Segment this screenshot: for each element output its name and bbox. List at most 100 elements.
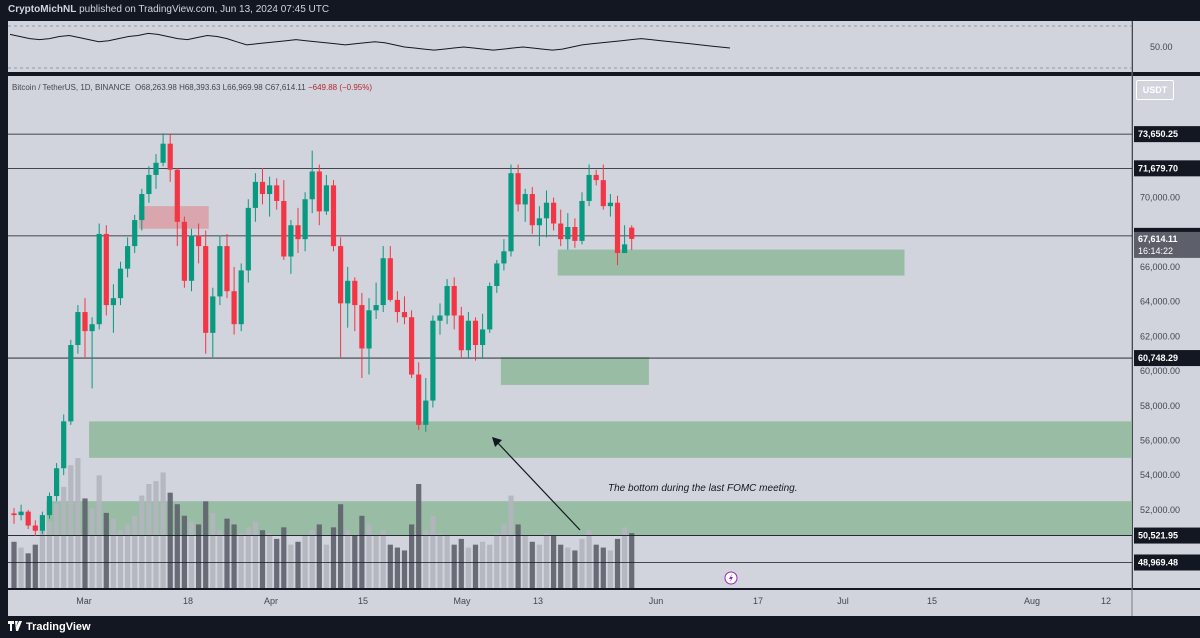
time-axis — [8, 590, 1200, 616]
volume-bar — [217, 530, 223, 588]
volume-bar — [401, 550, 408, 588]
volume-bar — [245, 527, 251, 588]
volume-bar — [394, 547, 400, 588]
candle-body — [600, 180, 606, 207]
publish-info: published on TradingView.com, Jun 13, 20… — [76, 4, 330, 15]
candle-body — [61, 421, 67, 469]
volume-layer — [11, 458, 635, 588]
volume-bar — [160, 472, 166, 588]
volume-bar — [572, 550, 578, 588]
volume-bar — [501, 524, 507, 588]
candle-body — [579, 200, 585, 241]
candle-body — [75, 312, 81, 346]
candle-body — [54, 468, 60, 497]
volume-bar — [224, 518, 230, 588]
candle-body — [359, 305, 365, 349]
candle-body — [160, 143, 166, 163]
current-price-tag — [1134, 231, 1200, 258]
volume-bar — [458, 538, 464, 588]
volume-bar — [139, 495, 145, 588]
volume-bar — [359, 515, 365, 588]
volume-bar — [508, 495, 514, 588]
candle-body — [181, 221, 187, 281]
candle-body — [68, 345, 74, 422]
x-tick-label: Aug — [1024, 596, 1040, 606]
y-tick-label: 54,000.00 — [1140, 470, 1180, 480]
volume-bar — [373, 536, 379, 588]
y-tick-label: 64,000.00 — [1140, 297, 1180, 307]
volume-bar — [380, 530, 386, 588]
candle-body — [373, 305, 379, 311]
candle-body — [309, 171, 315, 200]
candle-body — [465, 320, 471, 351]
volume-bar — [472, 544, 479, 588]
y-tick-label: 58,000.00 — [1140, 401, 1180, 411]
candle-body — [593, 174, 599, 181]
candle-body — [238, 270, 244, 325]
ohlc-high: H68,393.63 — [179, 83, 221, 92]
green-zone — [89, 421, 1133, 458]
volume-bar — [231, 524, 237, 588]
ohlc-change: −649.88 (−0.95%) — [307, 83, 373, 92]
candle-body — [167, 143, 173, 170]
author-name[interactable]: CryptoMichNL — [8, 4, 77, 15]
volume-bar — [96, 475, 102, 588]
candle-body — [117, 268, 124, 299]
publish-header: CryptoMichNL published on TradingView.co… — [0, 0, 1200, 20]
volume-bar — [32, 544, 38, 588]
volume-bar — [259, 530, 266, 588]
y-tick-label: 66,000.00 — [1140, 262, 1180, 272]
candle-body — [210, 296, 216, 333]
volume-bar — [444, 536, 450, 588]
volume-bar — [579, 538, 585, 588]
candle-body — [430, 320, 436, 401]
price-level-tag — [1134, 527, 1200, 544]
tradingview-logo-text: TradingView — [26, 621, 91, 633]
volume-bar — [46, 521, 53, 588]
price-level-label: 60,748.29 — [1138, 353, 1178, 363]
x-tick-label: May — [453, 596, 471, 606]
candle-body — [274, 185, 280, 201]
candle-body — [551, 202, 557, 224]
volume-bar — [25, 553, 31, 588]
tradingview-logo[interactable]: TradingView — [8, 620, 91, 634]
footer-bar — [0, 616, 1200, 638]
volume-bar — [281, 527, 287, 588]
volume-bar — [387, 544, 393, 588]
volume-bar — [153, 481, 159, 588]
volume-bar — [586, 530, 592, 588]
volume-bar — [174, 504, 180, 588]
candle-body — [536, 218, 542, 226]
y-tick-label: 60,000.00 — [1140, 366, 1180, 376]
candle-body — [196, 235, 202, 247]
x-tick-label: 18 — [183, 596, 193, 606]
x-tick-label: 15 — [358, 596, 368, 606]
volume-bar — [515, 524, 521, 588]
volume-bar — [352, 536, 358, 588]
candle-body — [494, 263, 500, 287]
price-level-tag — [1134, 126, 1200, 143]
y-tick-label: 62,000.00 — [1140, 331, 1180, 341]
volume-bar — [416, 484, 422, 588]
candle-body — [472, 320, 479, 346]
candle-body — [89, 324, 95, 332]
symbol-name[interactable]: Bitcoin / TetherUS, 1D, BINANCE — [12, 83, 131, 92]
candle-body — [330, 185, 337, 247]
candle-body — [607, 202, 613, 207]
y-tick-label: 70,000.00 — [1140, 192, 1180, 202]
event-marker — [724, 571, 738, 585]
candle-body — [295, 225, 301, 240]
candle-body — [394, 299, 400, 313]
volume-bar — [288, 544, 294, 588]
osc-level-label: 50.00 — [1150, 42, 1173, 52]
candle-body — [267, 185, 273, 195]
volume-bar — [600, 547, 606, 588]
currency-button[interactable]: USDT — [1136, 80, 1174, 100]
volume-bar — [465, 547, 471, 588]
red-zone — [138, 206, 209, 229]
candle-body — [103, 233, 109, 306]
candle-body — [508, 173, 514, 252]
volume-bar — [210, 512, 216, 588]
